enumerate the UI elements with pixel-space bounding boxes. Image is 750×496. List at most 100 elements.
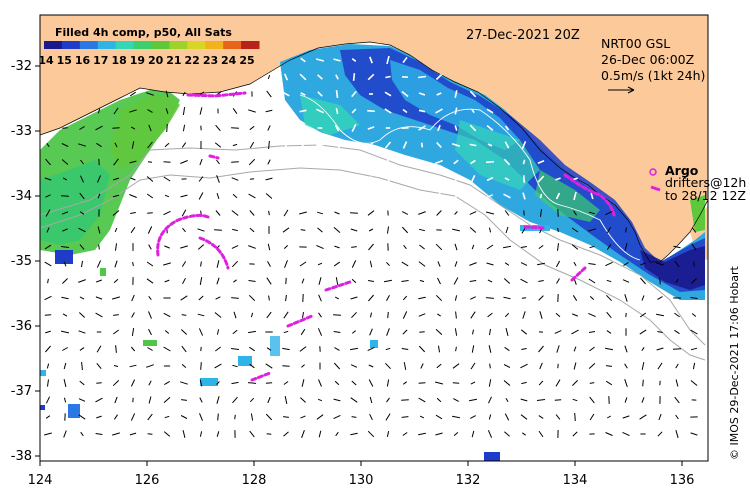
current-vector — [216, 431, 220, 437]
current-vector — [452, 228, 460, 232]
current-vector — [351, 108, 357, 114]
current-vector — [197, 244, 205, 250]
current-vector — [248, 109, 256, 113]
current-vector — [469, 262, 477, 266]
current-vector — [571, 329, 579, 335]
current-vector — [248, 245, 256, 249]
track-legend: Argo drifters@12h to 28/12 12Z — [649, 163, 746, 203]
current-vector — [370, 312, 372, 318]
colorbar-swatch — [61, 41, 81, 49]
current-vector — [435, 108, 443, 114]
current-vector — [163, 431, 171, 437]
current-vector — [368, 228, 374, 232]
current-vector — [333, 414, 341, 420]
current-vector — [588, 228, 596, 232]
current-vector — [504, 177, 510, 181]
current-vector — [284, 260, 288, 268]
current-vector — [283, 381, 289, 385]
current-vector — [656, 262, 664, 266]
current-vector — [451, 415, 461, 419]
current-vector — [486, 176, 494, 182]
current-vector — [265, 382, 273, 384]
current-vector — [367, 109, 375, 113]
current-vector — [249, 363, 255, 369]
current-vector — [113, 107, 119, 115]
current-vector — [606, 415, 612, 419]
current-vector — [130, 177, 136, 181]
current-vector — [214, 312, 222, 318]
current-vector — [300, 57, 306, 63]
current-vector — [420, 363, 424, 369]
colorbar-swatch — [169, 41, 188, 49]
current-vector — [453, 159, 459, 165]
current-vector — [520, 363, 528, 369]
current-vector — [268, 295, 270, 301]
current-vector — [368, 364, 374, 368]
current-vector — [148, 380, 152, 386]
current-vector — [165, 90, 169, 98]
current-vector — [690, 297, 698, 299]
current-vector — [555, 260, 561, 268]
current-vector — [61, 195, 69, 197]
current-vector — [520, 329, 528, 335]
current-vector — [44, 295, 52, 301]
current-vector — [318, 294, 322, 302]
current-vector — [163, 312, 171, 318]
current-vector — [588, 331, 596, 333]
current-vector — [130, 212, 136, 214]
current-vector — [63, 261, 67, 267]
current-vector — [334, 296, 340, 300]
drifter-track — [186, 91, 247, 98]
current-vector — [199, 107, 203, 115]
current-vector — [419, 244, 425, 250]
map-date: 27-Dec-2021 20Z — [466, 28, 580, 43]
x-axis: 124 126 128 130 132 134 136 — [28, 461, 694, 488]
current-vector — [80, 175, 84, 183]
current-vector — [114, 142, 118, 148]
current-vector — [454, 107, 458, 115]
current-vector — [180, 415, 188, 419]
current-vector — [163, 210, 171, 216]
current-vector — [61, 296, 69, 300]
current-vector — [572, 295, 578, 301]
current-vector — [147, 141, 153, 149]
shelf-contour-2000m — [40, 167, 706, 361]
current-vector — [351, 260, 357, 268]
current-vector — [656, 313, 664, 317]
current-vector — [639, 414, 647, 420]
current-vector — [180, 381, 188, 385]
current-vector — [318, 277, 322, 285]
current-vector — [555, 177, 561, 181]
current-vector — [489, 328, 491, 336]
current-vector — [248, 193, 256, 199]
current-vector — [573, 261, 577, 267]
current-vector — [300, 142, 306, 148]
current-vector — [470, 159, 476, 165]
current-vector — [538, 380, 544, 386]
current-vector — [299, 73, 307, 81]
drifter-track — [208, 154, 220, 160]
current-vector — [557, 243, 559, 251]
current-vector — [573, 191, 577, 201]
current-vector — [557, 227, 559, 233]
current-vectors — [44, 55, 698, 439]
current-vector — [367, 346, 375, 352]
current-vector — [369, 396, 373, 404]
current-vector — [454, 328, 458, 336]
current-vector — [95, 397, 103, 403]
current-vector — [538, 415, 544, 419]
current-vector — [215, 346, 221, 352]
current-vector — [63, 362, 67, 370]
current-vector — [454, 90, 458, 98]
current-vector — [503, 158, 511, 166]
current-vector — [624, 294, 628, 302]
current-vector — [537, 175, 545, 183]
current-vector — [642, 379, 644, 387]
credit-label: © IMOS 29-Dec-2021 17:06 Hobart — [728, 265, 741, 460]
current-vector — [454, 243, 458, 251]
current-vector — [386, 295, 390, 301]
current-vector — [385, 175, 391, 183]
current-vector — [199, 397, 203, 403]
drifter-marker-icon — [650, 185, 661, 192]
